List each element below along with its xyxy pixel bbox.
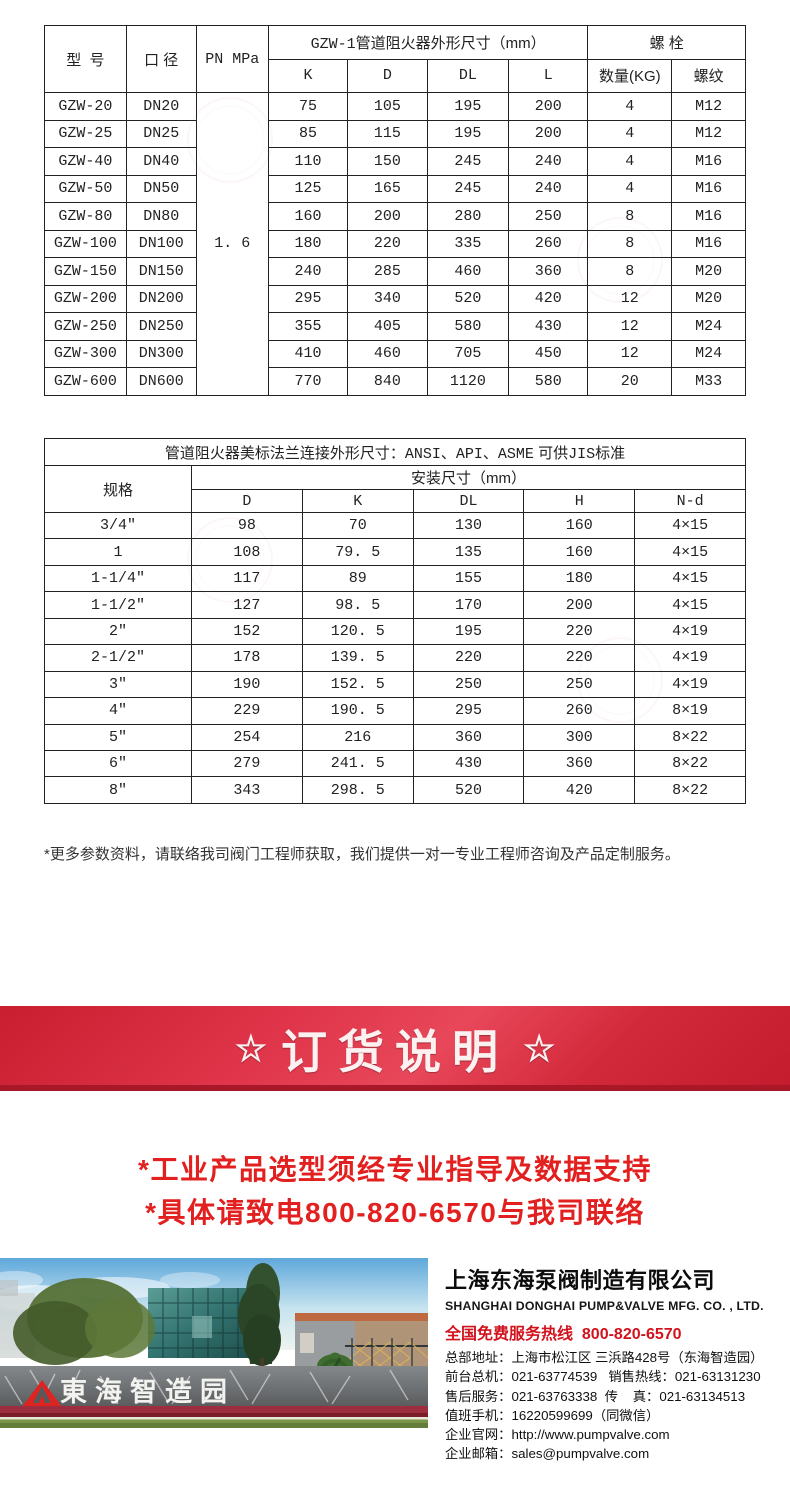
svg-text:東海智造园: 東海智造园 — [60, 1377, 235, 1407]
